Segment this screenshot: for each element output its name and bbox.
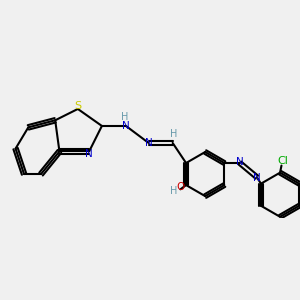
Text: H: H	[121, 112, 128, 122]
Text: H: H	[169, 186, 177, 196]
Text: N: N	[236, 158, 244, 167]
Text: S: S	[74, 101, 81, 111]
Text: N: N	[122, 121, 130, 131]
Text: O: O	[177, 182, 185, 191]
Text: Cl: Cl	[278, 156, 288, 166]
Text: N: N	[253, 173, 261, 183]
Text: N: N	[85, 149, 93, 159]
Text: N: N	[145, 138, 152, 148]
Text: H: H	[170, 129, 178, 140]
